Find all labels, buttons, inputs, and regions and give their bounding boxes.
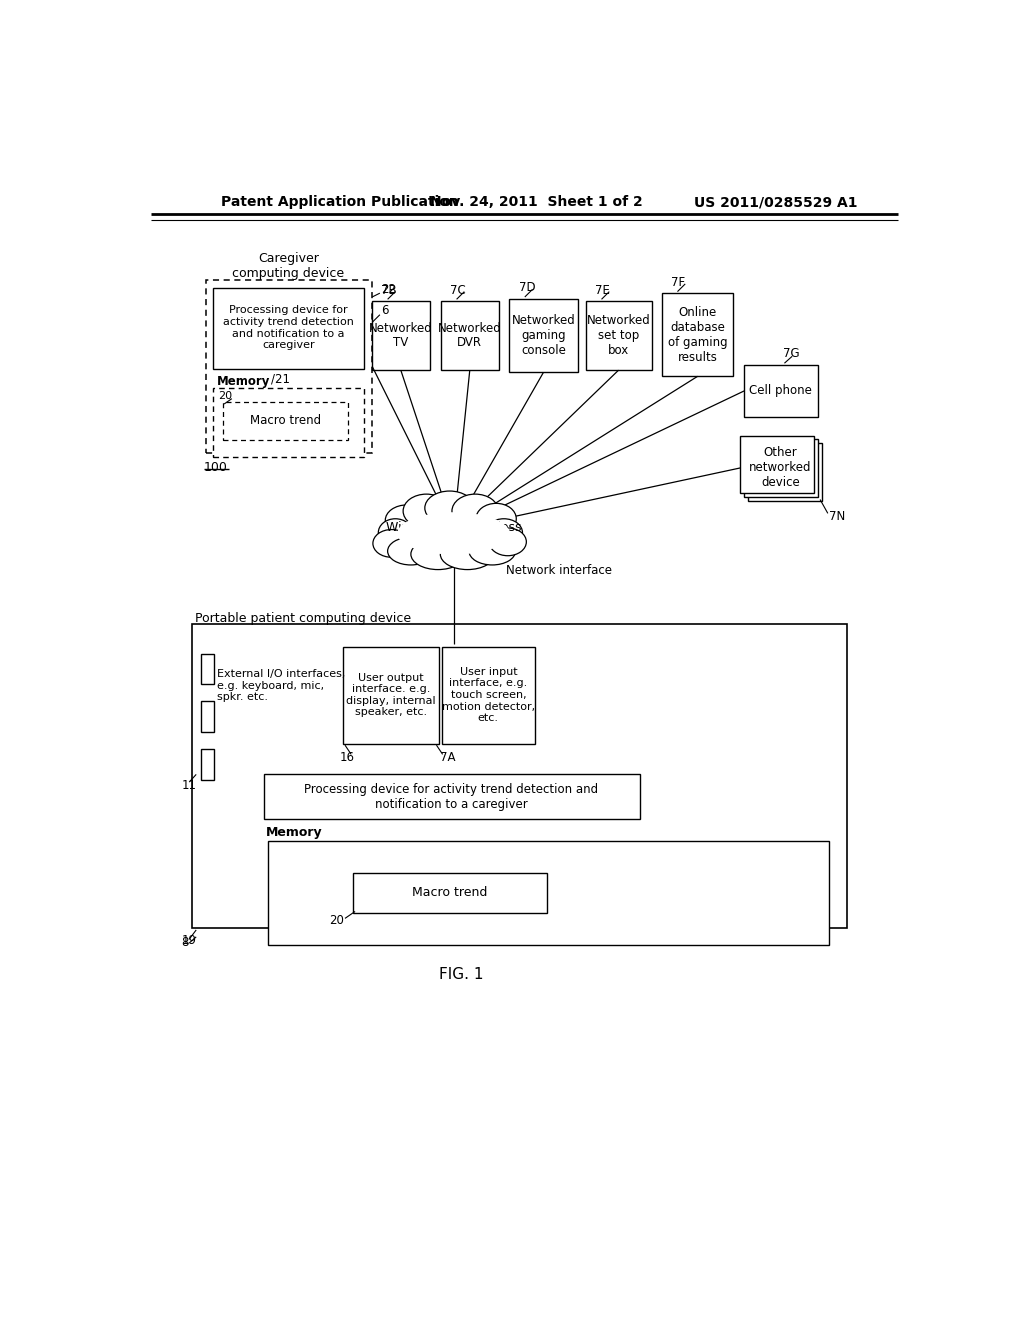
Bar — [213, 388, 365, 457]
Text: Networked
gaming
console: Networked gaming console — [512, 314, 575, 356]
Ellipse shape — [469, 537, 515, 565]
Bar — [267, 841, 829, 945]
Text: Patent Application Publication: Patent Application Publication — [221, 195, 459, 210]
Bar — [206, 280, 372, 453]
Ellipse shape — [452, 494, 499, 528]
Bar — [201, 748, 214, 780]
Text: Memory: Memory — [217, 375, 270, 388]
Ellipse shape — [388, 537, 434, 565]
Ellipse shape — [373, 529, 410, 557]
Text: 20: 20 — [330, 915, 344, 927]
Text: Other
networked
device: Other networked device — [750, 446, 812, 490]
Text: 100: 100 — [204, 461, 227, 474]
Bar — [352, 873, 547, 913]
Text: 6: 6 — [381, 305, 389, 317]
Text: Macro trend: Macro trend — [250, 414, 321, 428]
Bar — [748, 444, 821, 502]
Text: 7D: 7D — [518, 281, 536, 294]
Text: Memory: Memory — [266, 826, 323, 840]
Text: 16: 16 — [340, 751, 354, 764]
Text: User output
interface. e.g.
display, internal
speaker, etc.: User output interface. e.g. display, int… — [346, 673, 435, 718]
Text: 7E: 7E — [595, 284, 610, 297]
Text: 7C: 7C — [451, 284, 466, 297]
Text: Portable patient computing device: Portable patient computing device — [196, 611, 412, 624]
Text: Nov. 24, 2011  Sheet 1 of 2: Nov. 24, 2011 Sheet 1 of 2 — [430, 195, 643, 210]
Bar — [263, 775, 640, 818]
Bar — [201, 701, 214, 733]
Text: Online
database
of gaming
results: Online database of gaming results — [668, 306, 727, 364]
Bar — [193, 624, 847, 928]
Ellipse shape — [485, 519, 522, 546]
Text: Networked
set top
box: Networked set top box — [587, 314, 650, 356]
Bar — [213, 288, 365, 368]
Text: 11: 11 — [181, 779, 197, 792]
Bar — [744, 440, 818, 498]
Text: Caregiver
computing device: Caregiver computing device — [232, 252, 344, 280]
Text: Processing device for
activity trend detection
and notification to a
caregiver: Processing device for activity trend det… — [223, 305, 354, 350]
Bar — [744, 364, 818, 417]
Text: 7F: 7F — [672, 276, 685, 289]
Ellipse shape — [378, 519, 413, 546]
Bar — [201, 653, 214, 684]
Text: 20: 20 — [218, 391, 232, 401]
Bar — [372, 301, 430, 370]
Text: Network interface: Network interface — [506, 564, 612, 577]
Ellipse shape — [476, 503, 516, 535]
Text: Cell phone: Cell phone — [750, 384, 812, 397]
Bar — [222, 401, 348, 441]
Bar — [441, 301, 500, 370]
Text: FIG. 1: FIG. 1 — [439, 968, 483, 982]
Text: US 2011/0285529 A1: US 2011/0285529 A1 — [693, 195, 857, 210]
Text: 22: 22 — [381, 282, 396, 296]
Bar — [509, 298, 578, 372]
Ellipse shape — [397, 512, 510, 554]
Text: Processing device for activity trend detection and
notification to a caregiver: Processing device for activity trend det… — [304, 783, 598, 810]
Bar — [343, 647, 438, 743]
Bar — [586, 301, 652, 370]
Text: 8: 8 — [181, 936, 188, 949]
Ellipse shape — [411, 539, 465, 570]
Text: Macro trend: Macro trend — [412, 887, 487, 899]
Text: Networked
DVR: Networked DVR — [438, 322, 502, 350]
Text: User input
interface, e.g.
touch screen,
motion detector,
etc.: User input interface, e.g. touch screen,… — [441, 667, 535, 723]
Text: 7G: 7G — [783, 347, 800, 360]
Text: 7N: 7N — [829, 510, 846, 523]
Text: Wired and/or wireless
network(s): Wired and/or wireless network(s) — [386, 520, 521, 548]
Bar — [442, 647, 535, 743]
Text: 19: 19 — [181, 935, 197, 948]
Text: /21: /21 — [271, 372, 291, 385]
Ellipse shape — [440, 539, 495, 570]
Ellipse shape — [425, 491, 474, 525]
Ellipse shape — [385, 506, 429, 536]
Bar — [662, 293, 733, 376]
Ellipse shape — [403, 494, 450, 528]
Ellipse shape — [489, 528, 526, 556]
Bar — [740, 436, 814, 494]
Text: 7A: 7A — [440, 751, 456, 764]
Text: Networked
TV: Networked TV — [369, 322, 433, 350]
Text: 7B: 7B — [381, 284, 397, 297]
Text: External I/O interfaces,
e.g. keyboard, mic,
spkr. etc.: External I/O interfaces, e.g. keyboard, … — [217, 669, 345, 702]
